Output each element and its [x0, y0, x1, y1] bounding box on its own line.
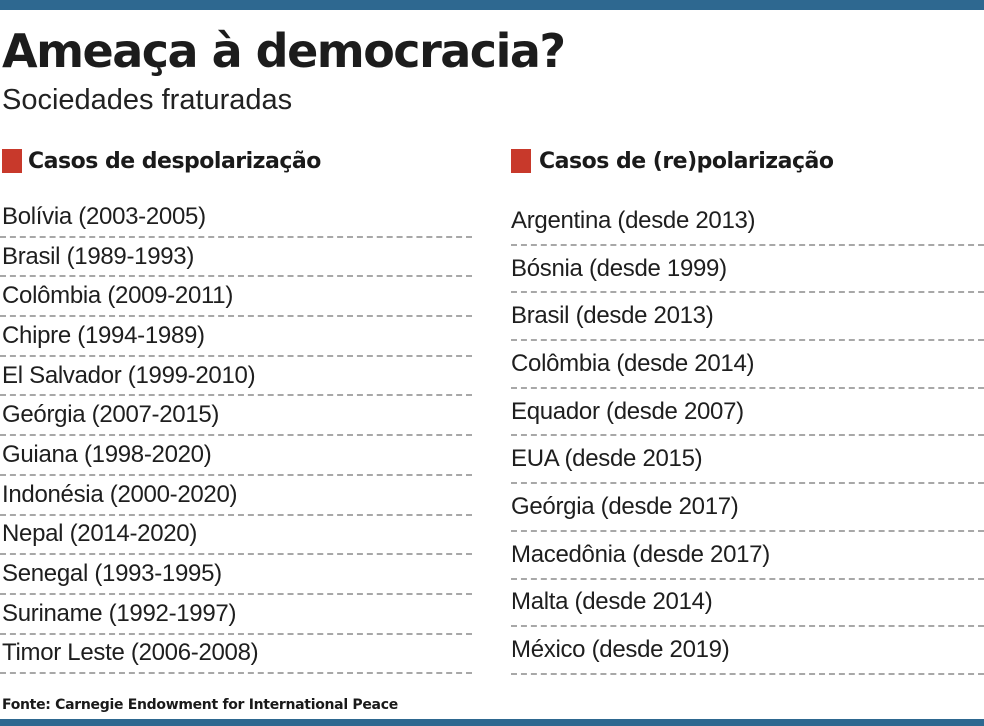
source-note: Fonte: Carnegie Endowment for Internatio… — [2, 697, 398, 713]
list-item-label: Senegal (1993-1995) — [2, 560, 222, 588]
list-item-label: Malta (desde 2014) — [511, 588, 713, 616]
list-item-label: Brasil (desde 2013) — [511, 302, 714, 330]
list-item: Equador (desde 2007) — [511, 389, 984, 437]
list-item: Geórgia (2007-2015) — [0, 396, 472, 437]
list-item: Guiana (1998-2020) — [0, 436, 472, 476]
list-item-label: Geórgia (2007-2015) — [2, 401, 220, 429]
list-item-label: Bósnia (desde 1999) — [511, 254, 727, 282]
list-item: Colômbia (2009-2011) — [0, 277, 472, 318]
list-item: Malta (desde 2014) — [511, 580, 984, 628]
list-item: El Salvador (1999-2010) — [0, 357, 472, 397]
depolarization-list: Bolívia (2003-2005) Brasil (1989-1993) Col… — [0, 198, 472, 675]
repolarization-list: Argentina (desde 2013) Bósnia (desde 1999… — [511, 198, 984, 675]
depolarization-heading: Casos de despolarização — [28, 149, 321, 174]
list-item: Brasil (1989-1993) — [0, 238, 472, 278]
red-square-marker — [511, 149, 531, 173]
list-item-label: Geórgia (desde 2017) — [511, 492, 739, 520]
list-item: Brasil (desde 2013) — [511, 293, 984, 342]
list-item: Bósnia (desde 1999) — [511, 246, 984, 294]
list-item-label: México (desde 2019) — [511, 636, 730, 664]
top-accent-bar — [0, 0, 984, 10]
list-item-label: Equador (desde 2007) — [511, 397, 744, 425]
red-square-marker — [2, 149, 22, 173]
list-item-label: Nepal (2014-2020) — [2, 520, 198, 548]
page-title: Ameaça à democracia? — [2, 24, 566, 78]
list-item: Geórgia (desde 2017) — [511, 484, 984, 532]
page-subtitle: Sociedades fraturadas — [2, 84, 293, 116]
repolarization-column: Casos de (re)polarização Argentina (desd… — [511, 144, 984, 675]
list-item: México (desde 2019) — [511, 627, 984, 675]
list-item-label: Brasil (1989-1993) — [2, 242, 195, 270]
list-item-label: Macedônia (desde 2017) — [511, 540, 770, 568]
list-item: Chipre (1994-1989) — [0, 317, 472, 357]
list-item-label: Suriname (1992-1997) — [2, 599, 237, 627]
list-item-label: Argentina (desde 2013) — [511, 206, 756, 234]
repolarization-heading: Casos de (re)polarização — [539, 149, 834, 174]
list-item: Nepal (2014-2020) — [0, 516, 472, 556]
list-item: Indonésia (2000-2020) — [0, 476, 472, 516]
bottom-accent-bar — [0, 719, 984, 726]
list-item: Timor Leste (2006-2008) — [0, 635, 472, 675]
list-item-label: Chipre (1994-1989) — [2, 321, 205, 349]
list-item: Colômbia (desde 2014) — [511, 341, 984, 389]
list-item-label: Bolívia (2003-2005) — [2, 202, 206, 230]
list-item-label: Timor Leste (2006-2008) — [2, 639, 259, 667]
list-item: Suriname (1992-1997) — [0, 595, 472, 635]
list-item: Argentina (desde 2013) — [511, 198, 984, 246]
list-item-label: Colômbia (2009-2011) — [2, 282, 234, 310]
list-item-label: El Salvador (1999-2010) — [2, 361, 256, 389]
list-item-label: EUA (desde 2015) — [511, 445, 703, 473]
list-item: Macedônia (desde 2017) — [511, 532, 984, 580]
list-item-label: Guiana (1998-2020) — [2, 440, 212, 468]
list-item: Bolívia (2003-2005) — [0, 198, 472, 238]
list-item-label: Indonésia (2000-2020) — [2, 480, 238, 508]
repolarization-header: Casos de (re)polarização — [511, 144, 984, 180]
depolarization-column: Casos de despolarização Bolívia (2003-20… — [0, 144, 472, 675]
list-item-label: Colômbia (desde 2014) — [511, 349, 755, 377]
depolarization-header: Casos de despolarização — [0, 144, 472, 180]
list-item: EUA (desde 2015) — [511, 436, 984, 485]
list-item: Senegal (1993-1995) — [0, 555, 472, 595]
